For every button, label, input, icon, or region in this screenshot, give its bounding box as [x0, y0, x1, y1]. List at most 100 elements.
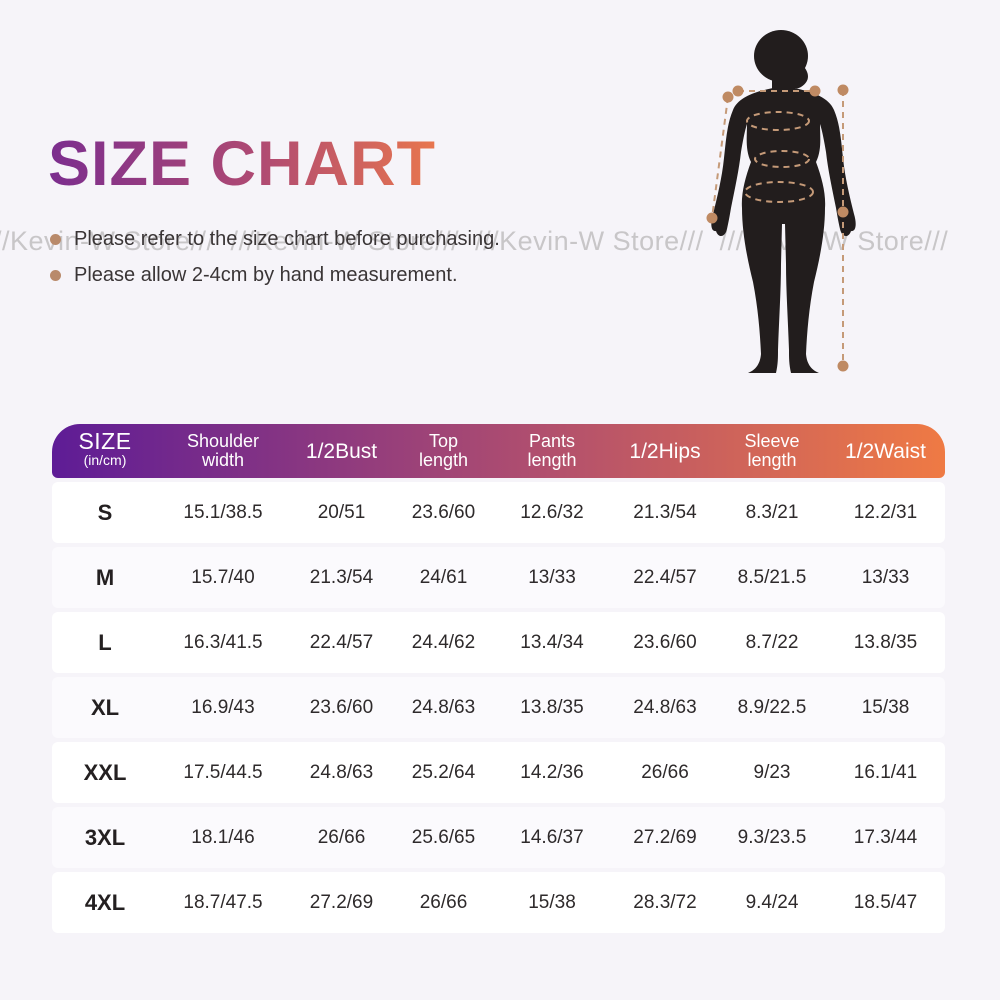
measurement-value: 8.3/21 — [745, 501, 799, 523]
table-row: 3XL 18.1/46 26/66 25.6/65 14.6/37 27.2/69 9.3/… — [52, 807, 945, 868]
size-label: 4XL — [84, 889, 126, 915]
measurement-value: 18.7/47.5 — [183, 891, 263, 913]
measurement-value: 16.9/43 — [191, 696, 255, 718]
measurement-value: 13.4/34 — [520, 631, 584, 653]
header-label: Sleeve — [744, 431, 800, 451]
measurement-value: 26/66 — [419, 891, 468, 913]
header-label: 1/2Bust — [305, 439, 378, 463]
measurement-value: 15/38 — [861, 696, 910, 718]
size-label: 3XL — [84, 824, 126, 850]
header-cell: Top length — [395, 424, 492, 478]
measurement-value: 20/51 — [317, 501, 366, 523]
measurement-value: 23.6/60 — [411, 501, 476, 523]
measurement-dots — [706, 84, 849, 372]
measurement-value: 9/23 — [753, 761, 791, 783]
measurement-value: 18.5/47 — [853, 891, 918, 913]
header-cell: Pants length — [492, 424, 612, 478]
size-table: SIZE (in/cm) Shoulder width 1/2Bust Top length… — [52, 424, 945, 937]
measurement-value: 24.4/62 — [411, 631, 476, 653]
measurement-value: 27.2/69 — [309, 891, 374, 913]
table-row: S 15.1/38.5 20/51 23.6/60 12.6/32 21.3/54 8.3/… — [52, 482, 945, 543]
table-row: L 16.3/41.5 22.4/57 24.4/62 13.4/34 23.6/60 8.… — [52, 612, 945, 673]
notes-list: Please refer to the size chart before pu… — [50, 228, 500, 300]
measurement-value: 18.1/46 — [191, 826, 255, 848]
measurement-value: 22.4/57 — [309, 631, 374, 653]
measurement-value: 14.6/37 — [520, 826, 584, 848]
measurement-value: 25.2/64 — [411, 761, 476, 783]
measurement-value: 16.1/41 — [853, 761, 918, 783]
size-label: M — [95, 564, 115, 590]
size-label: L — [98, 629, 112, 655]
header-label: Top — [428, 431, 459, 451]
header-sublabel: length — [527, 450, 577, 470]
measurement-value: 21.3/54 — [633, 501, 697, 523]
measurement-value: 17.5/44.5 — [183, 761, 263, 783]
table-row: 4XL 18.7/47.5 27.2/69 26/66 15/38 28.3/72 9.4/… — [52, 872, 945, 933]
header-sublabel: length — [418, 450, 469, 470]
header-sublabel: length — [747, 450, 797, 470]
measurement-value: 12.2/31 — [853, 501, 918, 523]
measurement-value: 9.4/24 — [745, 891, 799, 913]
bullet-icon — [50, 270, 61, 281]
header-cell: 1/2Waist — [826, 424, 945, 478]
header-cell: SIZE (in/cm) — [52, 424, 158, 478]
header-cell: Shoulder width — [158, 424, 288, 478]
measurement-value: 27.2/69 — [633, 826, 697, 848]
header-label: 1/2Hips — [629, 439, 701, 463]
header-label: SIZE — [78, 428, 132, 454]
header-cell: 1/2Hips — [612, 424, 718, 478]
measurement-value: 16.3/41.5 — [183, 631, 263, 653]
measurement-value: 13.8/35 — [520, 696, 584, 718]
measurement-value: 15/38 — [528, 891, 576, 913]
measurement-value: 8.9/22.5 — [737, 696, 807, 718]
female-body-silhouette-icon — [706, 30, 856, 373]
size-label: XL — [90, 694, 120, 720]
table-row: M 15.7/40 21.3/54 24/61 13/33 22.4/57 8.5/21.5… — [52, 547, 945, 608]
bullet-icon — [50, 234, 61, 245]
table-row: XXL 17.5/44.5 24.8/63 25.2/64 14.2/36 26/66 9/… — [52, 742, 945, 803]
header-cell: 1/2Bust — [288, 424, 395, 478]
header-cell: Sleeve length — [718, 424, 826, 478]
measurement-value: 8.7/22 — [745, 631, 799, 653]
measurement-value: 13.8/35 — [853, 631, 918, 653]
measurement-value: 15.7/40 — [191, 566, 255, 588]
measurement-value: 24.8/63 — [309, 761, 374, 783]
measurement-value: 24/61 — [419, 566, 468, 588]
measurement-value: 12.6/32 — [520, 501, 584, 523]
note-item: Please allow 2-4cm by hand measurement. — [50, 264, 500, 287]
measurement-value: 26/66 — [641, 761, 689, 783]
measurement-value: 17.3/44 — [853, 826, 918, 848]
header-label: Pants — [528, 431, 576, 451]
measurement-value: 15.1/38.5 — [183, 501, 263, 523]
measurement-value: 25.6/65 — [411, 826, 476, 848]
header-sublabel: width — [201, 450, 245, 470]
header-label: Shoulder — [186, 431, 260, 451]
note-item: Please refer to the size chart before pu… — [50, 228, 500, 251]
size-label: S — [97, 499, 113, 525]
header-sublabel: (in/cm) — [83, 452, 127, 468]
measurement-value: 13/33 — [861, 566, 910, 588]
measurement-value: 14.2/36 — [520, 761, 584, 783]
table-body: S 15.1/38.5 20/51 23.6/60 12.6/32 21.3/54 8.3/… — [52, 482, 945, 933]
measurement-value: 8.5/21.5 — [737, 566, 807, 588]
measurement-value: 9.3/23.5 — [737, 826, 807, 848]
measurement-value: 21.3/54 — [309, 566, 374, 588]
measurement-value: 23.6/60 — [633, 631, 697, 653]
measurement-dashed-lines — [711, 90, 844, 366]
measurement-value: 22.4/57 — [633, 566, 697, 588]
note-text: Please refer to the size chart before pu… — [74, 228, 500, 250]
measurement-value: 26/66 — [317, 826, 366, 848]
measurement-value: 28.3/72 — [633, 891, 697, 913]
page-title: SIZE CHART — [48, 129, 436, 199]
measurement-value: 24.8/63 — [411, 696, 476, 718]
table-row: XL 16.9/43 23.6/60 24.8/63 13.8/35 24.8/63 8.9… — [52, 677, 945, 738]
note-text: Please allow 2-4cm by hand measurement. — [74, 264, 458, 286]
measurement-value: 13/33 — [528, 566, 576, 588]
header-label: 1/2Waist — [845, 439, 926, 463]
size-label: XXL — [83, 759, 127, 785]
table-header: SIZE (in/cm) Shoulder width 1/2Bust Top length… — [52, 424, 945, 478]
measurement-value: 24.8/63 — [633, 696, 697, 718]
measurement-figure — [685, 18, 885, 378]
measurement-value: 23.6/60 — [309, 696, 374, 718]
